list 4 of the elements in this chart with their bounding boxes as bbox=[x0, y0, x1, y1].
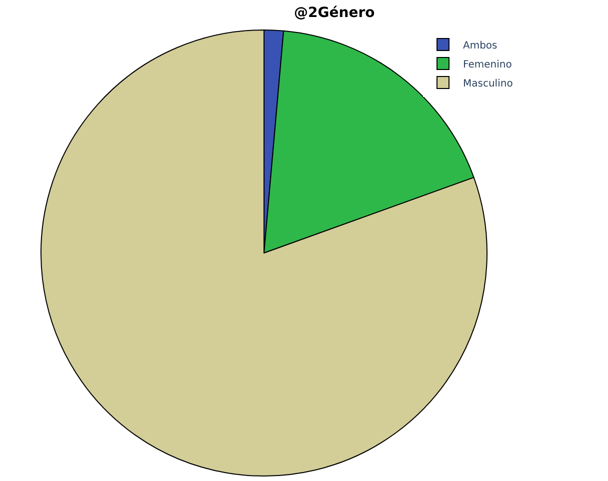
chart-title: @2Género bbox=[294, 5, 376, 22]
legend-label: Femenino bbox=[463, 59, 512, 70]
legend-label: Masculino bbox=[463, 78, 513, 90]
legend-label: Ambos bbox=[463, 40, 498, 52]
